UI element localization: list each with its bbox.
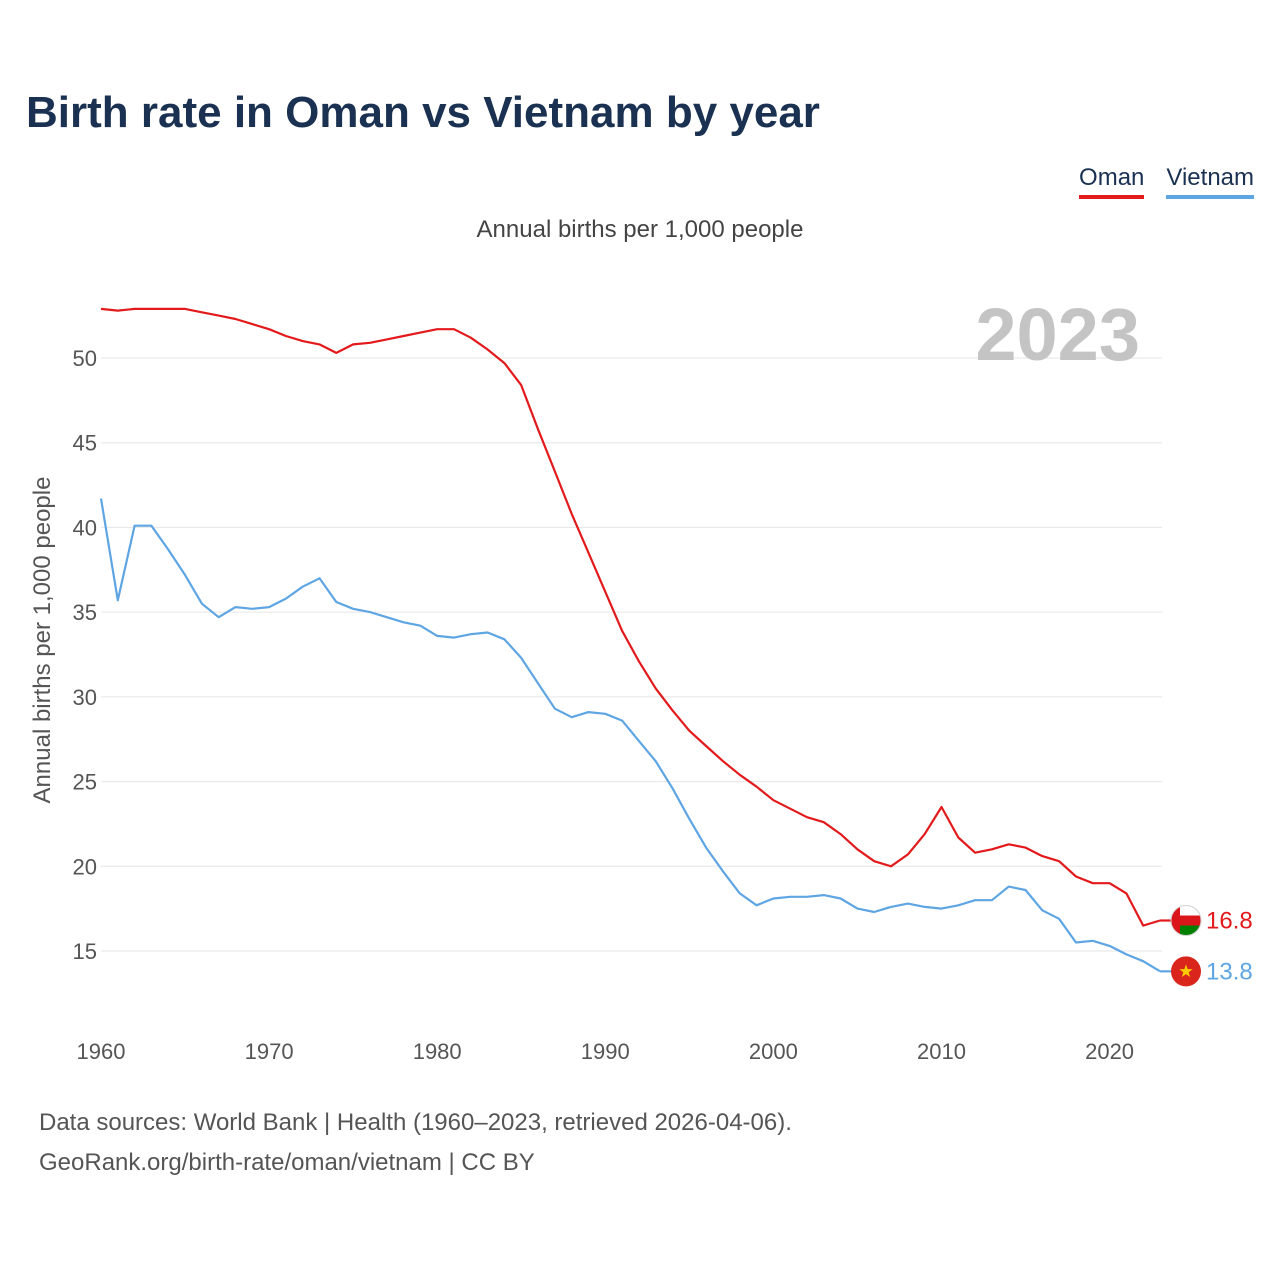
y-tick-label: 30 [73, 685, 97, 710]
series-line-oman[interactable] [100, 307, 1161, 927]
y-tick-label: 15 [73, 939, 97, 964]
y-tick-label: 25 [73, 770, 97, 795]
end-value-label-oman: 16.8 [1206, 908, 1253, 935]
x-tick-label: 1980 [413, 1039, 462, 1064]
chart-subtitle: Annual births per 1,000 people [476, 216, 804, 243]
x-tick-label: 1960 [77, 1039, 126, 1064]
series-end-labels: 16.8 13.8 [1160, 905, 1253, 987]
flag-oman-icon [1170, 905, 1202, 937]
legend-item-vietnam[interactable]: Vietnam [1166, 164, 1254, 199]
x-tick-label: 2010 [917, 1039, 966, 1064]
page-title: Birth rate in Oman vs Vietnam by year [26, 88, 820, 137]
x-tick-label: 1990 [581, 1039, 630, 1064]
y-tick-label: 50 [73, 346, 97, 371]
footer: Data sources: World Bank | Health (1960–… [39, 1103, 792, 1183]
end-value-label-vietnam: 13.8 [1206, 958, 1253, 985]
footer-sources: Data sources: World Bank | Health (1960–… [39, 1109, 792, 1136]
x-tick-label: 2000 [749, 1039, 798, 1064]
flag-vietnam-icon [1171, 956, 1201, 987]
footer-link[interactable]: GeoRank.org/birth-rate/oman/vietnam | CC… [39, 1149, 535, 1176]
x-tick-label: 1970 [245, 1039, 294, 1064]
grid-lines [101, 357, 1162, 952]
year-watermark: 2023 [975, 293, 1140, 376]
y-tick-label: 40 [73, 515, 97, 540]
y-tick-label: 45 [73, 431, 97, 456]
y-axis-label: Annual births per 1,000 people [29, 477, 56, 804]
y-tick-label: 35 [73, 600, 97, 625]
legend-item-oman[interactable]: Oman [1079, 164, 1145, 199]
y-axis-ticks: 15 20 25 30 35 40 45 50 [73, 346, 97, 964]
legend: Oman Vietnam [1079, 164, 1254, 199]
y-tick-label: 20 [73, 854, 97, 879]
x-axis-ticks: 1960 1970 1980 1990 2000 2010 2020 [77, 1039, 1135, 1064]
x-tick-label: 2020 [1085, 1039, 1134, 1064]
series-line-vietnam[interactable] [99, 498, 1161, 973]
series-lines [99, 307, 1161, 973]
